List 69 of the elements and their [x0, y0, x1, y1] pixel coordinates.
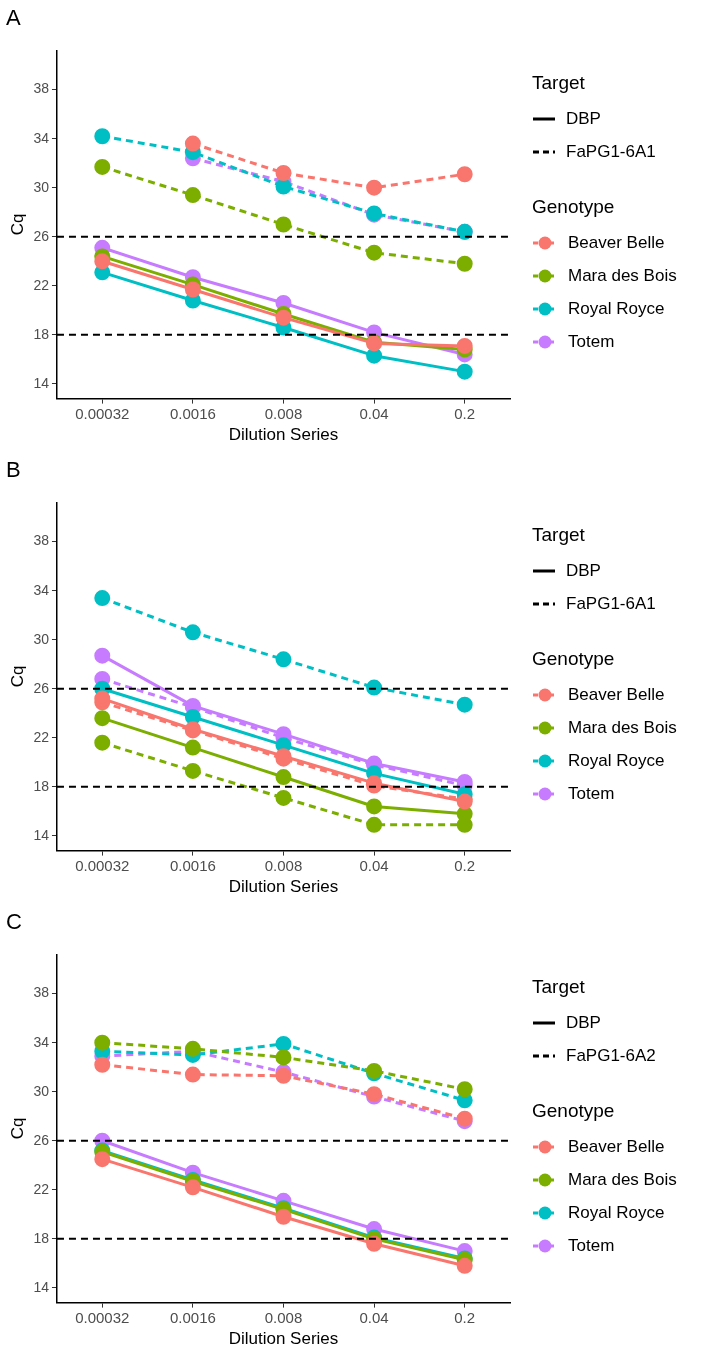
text: FaPG1-6A1	[566, 593, 656, 614]
y-tick-label: 38	[33, 532, 50, 549]
text: Target	[532, 72, 586, 94]
y-tick-label: 14	[33, 1278, 50, 1295]
legend-title: Genotype	[532, 1100, 616, 1122]
y-tick-label: 34	[33, 1033, 50, 1050]
x-tick-label: 0.00032	[75, 856, 130, 874]
y-tick-label: 26	[33, 1131, 50, 1148]
y-tick-label: 26	[33, 227, 50, 244]
text: Target	[532, 524, 586, 546]
legend-label: Beaver Belle	[568, 1136, 665, 1157]
x-tick-label: 0.04	[359, 1308, 389, 1326]
text: Target	[532, 976, 586, 998]
y-tick-label: 22	[33, 1180, 50, 1197]
x-tick-label: 0.0016	[169, 856, 216, 874]
y-tick-label: 34	[33, 129, 50, 146]
legend-label: Mara des Bois	[568, 1169, 677, 1190]
legend-label: Royal Royce	[568, 1202, 665, 1223]
x-axis-title: Dilution Series	[228, 1329, 339, 1349]
y-tick-label: 30	[33, 1082, 50, 1099]
legend-label: Beaver Belle	[568, 684, 665, 705]
legend-title: Genotype	[532, 648, 616, 670]
legend-label: Beaver Belle	[568, 232, 665, 253]
legend-label: Totem	[568, 331, 615, 352]
y-tick-label: 26	[33, 679, 50, 696]
y-axis-title: Cq	[7, 1117, 27, 1140]
text: FaPG1-6A1	[566, 141, 656, 162]
y-tick-label: 30	[33, 630, 50, 647]
x-tick-label: 0.008	[264, 1308, 303, 1326]
x-axis-title: Dilution Series	[228, 425, 339, 445]
x-tick-label: 0.008	[264, 404, 303, 422]
y-axis-title: Cq	[7, 213, 27, 236]
x-tick-label: 0.00032	[75, 404, 130, 422]
y-tick-label: 38	[33, 984, 50, 1001]
text: DBP	[566, 560, 601, 581]
x-tick-label: 0.0016	[169, 1308, 216, 1326]
y-axis-title: Cq	[7, 665, 27, 688]
x-tick-label: 0.0016	[169, 404, 216, 422]
y-tick-label: 18	[33, 777, 50, 794]
x-tick-label: 0.04	[359, 404, 389, 422]
x-tick-label: 0.008	[264, 856, 303, 874]
chart-title: C	[6, 909, 22, 935]
legend-label: Royal Royce	[568, 298, 665, 319]
y-tick-label: 22	[33, 728, 50, 745]
legend-label: Mara des Bois	[568, 717, 677, 738]
x-tick-label: 0.2	[454, 1308, 476, 1326]
text: DBP	[566, 108, 601, 129]
legend-label: Mara des Bois	[568, 265, 677, 286]
chart-title: A	[6, 5, 21, 31]
y-tick-label: 18	[33, 325, 50, 342]
y-tick-label: 30	[33, 178, 50, 195]
x-tick-label: 0.04	[359, 856, 389, 874]
x-tick-label: 0.2	[454, 404, 476, 422]
chart-title: B	[6, 457, 21, 483]
legend-label: Royal Royce	[568, 750, 665, 771]
x-axis-title: Dilution Series	[228, 877, 339, 897]
legend-label: Totem	[568, 1235, 615, 1256]
text: FaPG1-6A2	[566, 1045, 656, 1066]
y-tick-label: 38	[33, 80, 50, 97]
x-tick-label: 0.00032	[75, 1308, 130, 1326]
legend-label: Totem	[568, 783, 615, 804]
x-tick-label: 0.2	[454, 856, 476, 874]
y-tick-label: 18	[33, 1229, 50, 1246]
y-tick-label: 22	[33, 276, 50, 293]
y-tick-label: 34	[33, 581, 50, 598]
y-tick-label: 14	[33, 374, 50, 391]
y-tick-label: 14	[33, 826, 50, 843]
legend-title: Genotype	[532, 196, 616, 218]
text: DBP	[566, 1012, 601, 1033]
